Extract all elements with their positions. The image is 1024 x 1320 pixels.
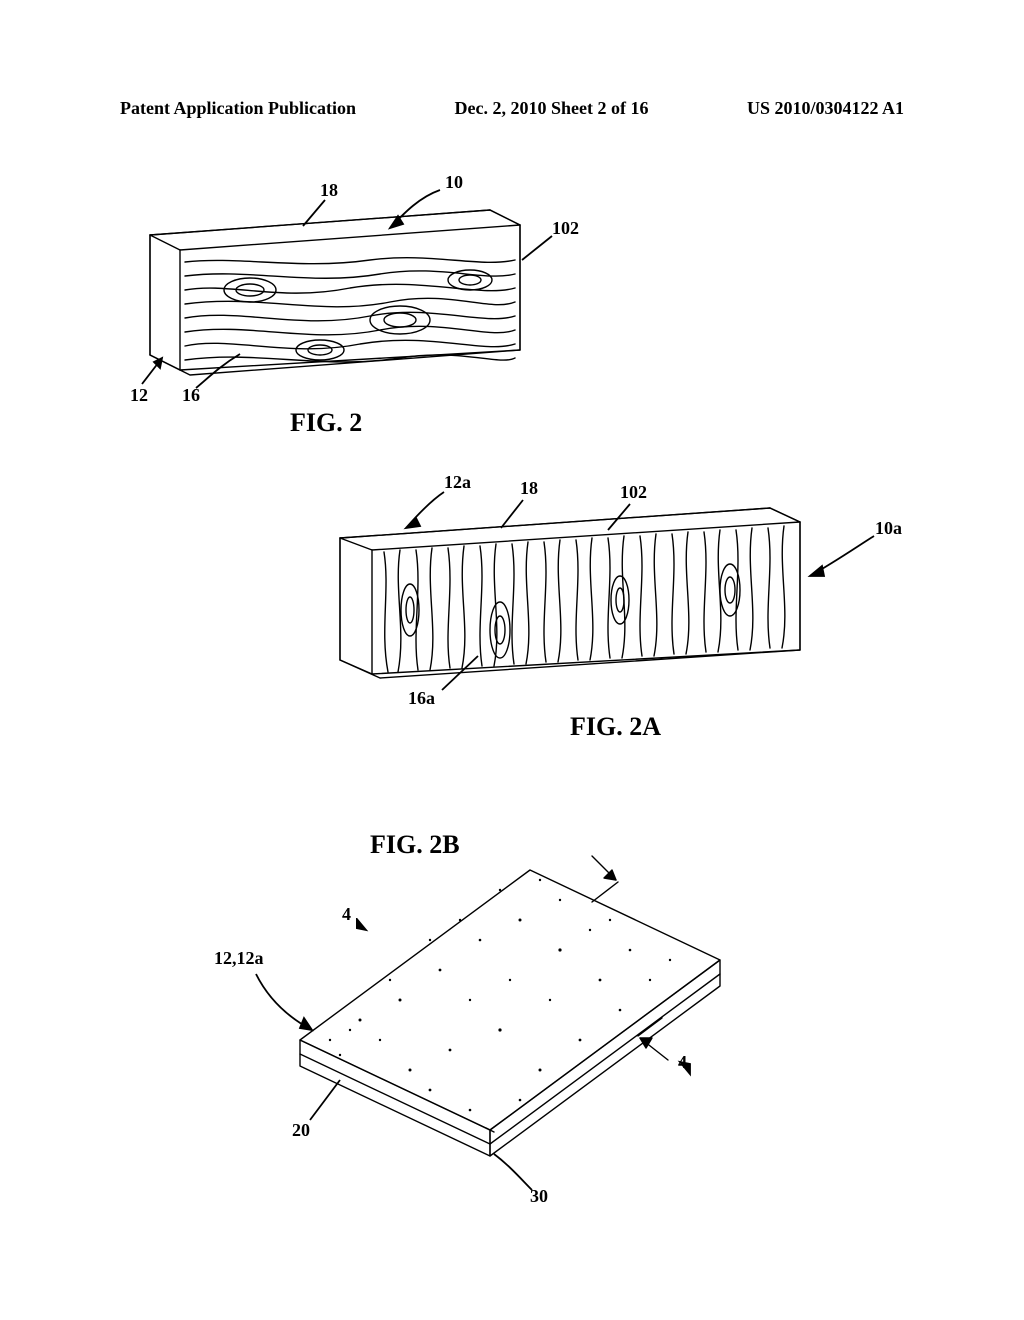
ref-102-2a: 102 <box>620 482 647 503</box>
header-center: Dec. 2, 2010 Sheet 2 of 16 <box>455 98 649 119</box>
ref-30: 30 <box>530 1186 548 1207</box>
ref-18-2a: 18 <box>520 478 538 499</box>
ref-102: 102 <box>552 218 579 239</box>
leader-1212a <box>242 964 342 1044</box>
leader-4front <box>670 1054 700 1084</box>
figure-2: 10 18 102 12 16 FIG. 2 <box>120 190 640 470</box>
leader-12 <box>132 350 182 390</box>
ref-10a: 10a <box>875 518 902 539</box>
ref-4-rear: 4 <box>342 904 351 925</box>
ref-10: 10 <box>445 172 463 193</box>
leader-102a <box>604 500 654 540</box>
leader-18a <box>495 496 545 536</box>
ref-12: 12 <box>130 385 148 406</box>
header-left: Patent Application Publication <box>120 98 356 119</box>
fig2-caption: FIG. 2 <box>290 408 362 438</box>
ref-20: 20 <box>292 1120 310 1141</box>
leader-4rear <box>356 918 386 948</box>
page-header: Patent Application Publication Dec. 2, 2… <box>0 98 1024 119</box>
leader-12a <box>396 488 466 538</box>
ref-12a: 12a <box>444 472 471 493</box>
leader-10a <box>802 530 892 590</box>
leader-16a <box>430 650 500 700</box>
leader-10 <box>370 182 490 242</box>
header-right: US 2010/0304122 A1 <box>747 98 904 119</box>
ref-16: 16 <box>182 385 200 406</box>
figure-2b: FIG. 2B <box>200 830 800 1210</box>
figure-2a: 12a 18 102 10a 16a FIG. 2A <box>300 490 900 780</box>
ref-16a: 16a <box>408 688 435 709</box>
ref-18: 18 <box>320 180 338 201</box>
ref-1212a: 12,12a <box>214 948 264 969</box>
fig2b-caption: FIG. 2B <box>370 830 460 860</box>
leader-18 <box>295 196 355 236</box>
fig2a-caption: FIG. 2A <box>570 712 661 742</box>
